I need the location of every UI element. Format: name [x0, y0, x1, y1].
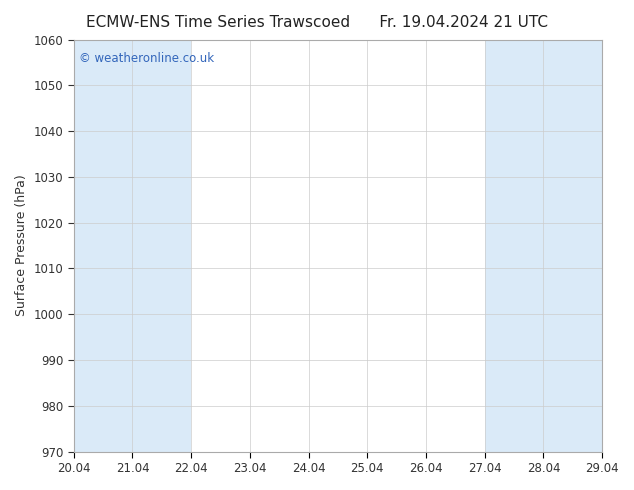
Bar [74, 40, 191, 452]
Bar [485, 40, 602, 452]
Y-axis label: Surface Pressure (hPa): Surface Pressure (hPa) [15, 175, 28, 317]
Text: ECMW-ENS Time Series Trawscoed      Fr. 19.04.2024 21 UTC: ECMW-ENS Time Series Trawscoed Fr. 19.04… [86, 15, 548, 30]
Text: © weatheronline.co.uk: © weatheronline.co.uk [79, 52, 214, 65]
